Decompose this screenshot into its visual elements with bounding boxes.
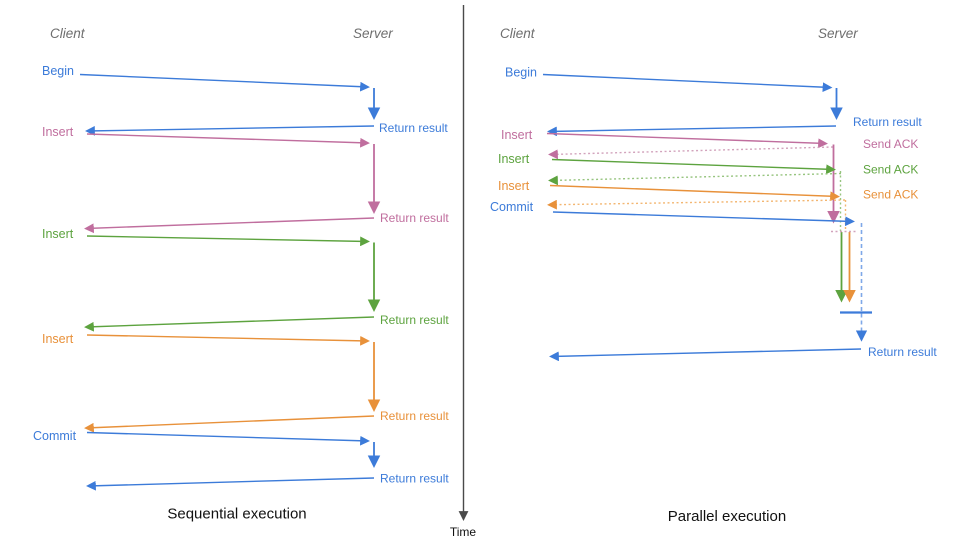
seq-commit-return-arrow [86,477,375,491]
par-msg-begin: Begin Return result [505,66,922,137]
par-msg-commit: Commit Return result [490,200,937,362]
par-insert2-request-arrow [551,158,836,175]
par-insert3-ack-arrow [547,199,846,210]
seq-server-header: Server [353,26,393,41]
seq-msg-commit: Commit Return result [33,429,449,491]
seq-insert1-request-arrow [86,133,370,148]
par-begin-return-arrow [547,125,837,137]
seq-begin-return-arrow [85,125,375,136]
seq-begin-response-label: Return result [379,121,448,135]
par-insert2-ack-arrow [548,172,842,186]
par-insert1-label: Insert [501,128,533,142]
seq-msg-insert-2: Insert Return result [42,227,449,332]
seq-begin-label: Begin [42,64,74,78]
par-insert3-request-arrow [549,184,840,202]
par-msg-insert-3: Insert Send ACK [498,179,918,303]
sequential-title: Sequential execution [167,506,306,523]
sequential-diagram: Client Server Begin Return result Insert… [33,26,449,523]
par-insert1-ack-label: Send ACK [863,137,918,151]
par-insert3-ack-label: Send ACK [863,188,918,202]
par-insert1-request-arrow [546,132,828,149]
seq-insert1-label: Insert [42,125,74,139]
seq-commit-request-arrow [86,431,370,446]
time-axis: Time [450,5,477,539]
time-axis-label: Time [450,525,477,539]
seq-msg-begin: Begin Return result [42,64,448,136]
seq-insert2-return-arrow [84,316,375,332]
par-insert2-ack-label: Send ACK [863,163,918,177]
seq-begin-request-arrow [79,73,370,92]
seq-insert1-response-label: Return result [380,211,449,225]
seq-msg-insert-1: Insert Return result [42,125,449,234]
par-msg-insert-1: Insert Send ACK [501,128,918,224]
par-server-header: Server [818,26,858,41]
par-insert3-label: Insert [498,179,530,193]
par-commit-label: Commit [490,200,534,214]
parallel-diagram: Client Server Begin Return result Insert… [490,26,937,525]
par-insert2-label: Insert [498,152,530,166]
seq-insert3-return-arrow [84,415,375,433]
seq-insert2-request-arrow [86,235,370,247]
par-msg-insert-2: Insert Send ACK [498,152,918,303]
seq-client-header: Client [50,26,86,41]
par-commit-return-arrow [549,348,862,362]
seq-commit-label: Commit [33,429,77,443]
par-begin-label: Begin [505,66,537,80]
par-client-header: Client [500,26,536,41]
par-begin-request-arrow [542,73,833,93]
seq-insert2-label: Insert [42,227,74,241]
par-begin-response-label: Return result [853,115,922,129]
seq-commit-response-label: Return result [380,472,449,486]
seq-insert2-response-label: Return result [380,313,449,327]
par-commit-request-arrow [552,211,855,227]
seq-insert3-request-arrow [86,334,370,346]
parallel-title: Parallel execution [668,508,786,525]
par-insert1-ack-arrow [548,146,834,160]
seq-insert3-response-label: Return result [380,409,449,423]
seq-insert1-return-arrow [84,217,375,234]
seq-msg-insert-3: Insert Return result [42,332,449,433]
par-commit-response-label: Return result [868,345,937,359]
seq-insert3-label: Insert [42,332,74,346]
